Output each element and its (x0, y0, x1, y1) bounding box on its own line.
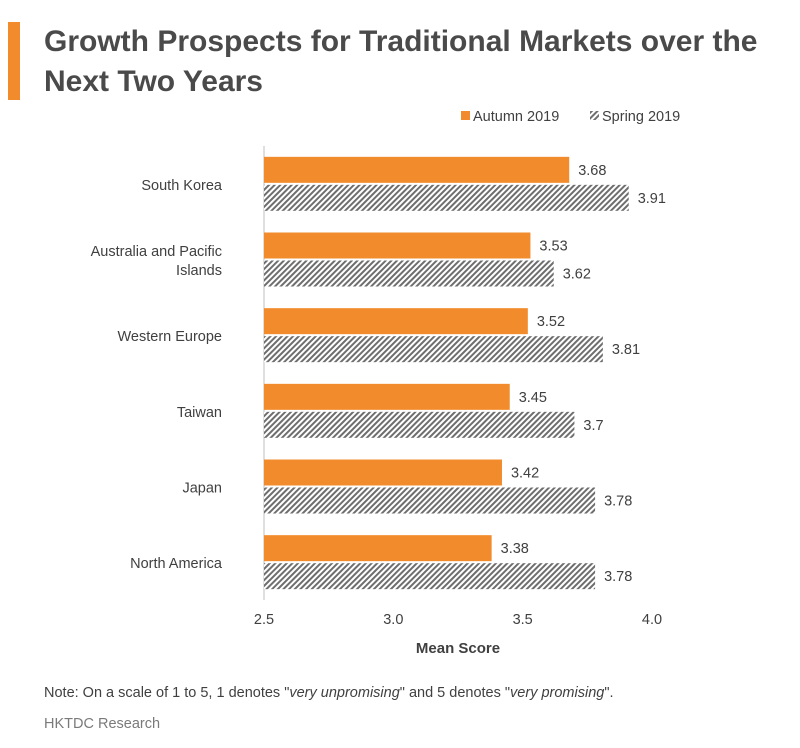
bar-1-4 (264, 487, 596, 514)
chart-title: Growth Prospects for Traditional Markets… (44, 25, 758, 98)
x-axis-title: Mean Score (416, 640, 500, 657)
bar-0-3 (264, 383, 510, 410)
legend-label-0: Autumn 2019 (473, 109, 559, 125)
bar-0-5 (264, 535, 492, 562)
footnote-term-unpromising: very unpromising (289, 685, 400, 701)
data-label-0-1: 3.53 (539, 239, 567, 255)
data-label-1-3: 3.7 (583, 418, 603, 434)
data-label-1-5: 3.78 (604, 569, 632, 585)
category-label-4: Japan (182, 481, 222, 497)
footnote-suffix: ". (604, 685, 614, 701)
footnote: Note: On a scale of 1 to 5, 1 denotes "v… (44, 685, 614, 701)
bar-1-3 (264, 411, 575, 438)
bar-1-0 (264, 184, 629, 211)
data-label-0-5: 3.38 (501, 541, 529, 557)
data-label-1-4: 3.78 (604, 494, 632, 510)
chart-legend: Autumn 2019 Spring 2019 (461, 109, 680, 125)
title-accent-bar (8, 22, 20, 100)
x-tick-label-0: 2.5 (254, 612, 274, 628)
x-tick-label-1: 3.0 (383, 612, 403, 628)
data-label-1-0: 3.91 (638, 191, 666, 207)
bar-1-1 (264, 260, 554, 287)
data-label-0-4: 3.42 (511, 466, 539, 482)
chart-labels: South Korea Australia and Pacific Islands W… (91, 163, 666, 585)
data-label-0-3: 3.45 (519, 390, 547, 406)
bar-1-5 (264, 563, 596, 590)
footnote-middle: " and 5 denotes " (399, 685, 511, 701)
bar-0-1 (264, 232, 531, 259)
data-label-0-0: 3.68 (578, 163, 606, 179)
bar-0-0 (264, 156, 570, 183)
bar-chart: Autumn 2019 Spring 2019 2.5 3.0 3.5 4.0 Mean … (91, 109, 681, 657)
category-label-2: Western Europe (117, 329, 222, 345)
x-tick-label-2: 3.5 (513, 612, 533, 628)
data-label-0-2: 3.52 (537, 314, 565, 330)
category-label-0: South Korea (141, 178, 223, 194)
chart-axes: 2.5 3.0 3.5 4.0 Mean Score (254, 146, 662, 657)
legend-swatch-1 (590, 111, 599, 120)
legend-label-1: Spring 2019 (602, 109, 680, 125)
footnote-prefix: Note: On a scale of 1 to 5, 1 denotes " (44, 685, 290, 701)
category-label-1: Australia and Pacific Islands (91, 244, 222, 279)
x-tick-label-3: 4.0 (642, 612, 662, 628)
source-credit: HKTDC Research (44, 716, 161, 732)
bar-0-4 (264, 459, 502, 486)
category-label-5: North America (130, 556, 223, 572)
bar-0-2 (264, 308, 528, 335)
data-label-1-2: 3.81 (612, 342, 640, 358)
bar-1-2 (264, 336, 603, 363)
category-label-3: Taiwan (177, 405, 222, 421)
footnote-term-promising: very promising (510, 685, 605, 701)
data-label-1-1: 3.62 (563, 267, 591, 283)
legend-swatch-0 (461, 111, 470, 120)
chart-bars (264, 156, 629, 590)
